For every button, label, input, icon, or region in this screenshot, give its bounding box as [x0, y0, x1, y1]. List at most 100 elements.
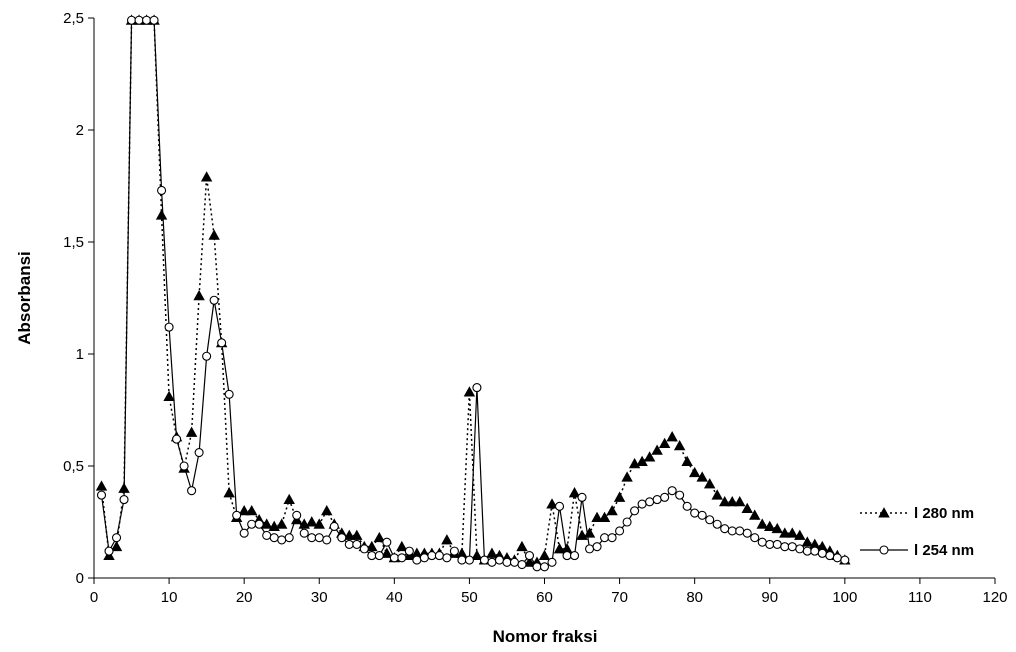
data-point	[134, 15, 144, 25]
data-point	[164, 322, 174, 332]
data-point	[464, 555, 474, 565]
series-254nm	[96, 15, 850, 572]
data-point	[742, 528, 752, 538]
data-point	[351, 529, 363, 540]
data-point	[682, 501, 692, 511]
data-point	[660, 492, 670, 502]
data-point	[260, 518, 273, 529]
data-point	[155, 209, 168, 220]
x-tick-label: 120	[982, 589, 1007, 606]
data-point	[245, 504, 258, 516]
data-point	[344, 539, 354, 549]
data-point	[667, 486, 677, 496]
data-point	[703, 478, 716, 489]
data-point	[569, 551, 580, 561]
data-point	[374, 551, 384, 561]
y-tick-label: 1,5	[63, 234, 84, 251]
data-point	[832, 553, 842, 563]
data-point	[217, 338, 227, 348]
data-point	[284, 533, 294, 543]
data-point	[209, 295, 219, 305]
data-point	[712, 519, 722, 529]
data-point	[157, 185, 167, 196]
data-point	[643, 451, 656, 462]
data-point	[771, 522, 783, 534]
x-tick-label: 0	[90, 589, 98, 606]
data-point	[111, 533, 122, 543]
data-point	[479, 555, 489, 565]
data-point	[472, 383, 482, 393]
data-point	[471, 549, 483, 561]
data-point	[441, 534, 453, 545]
data-point	[562, 551, 572, 561]
data-point	[681, 455, 693, 466]
data-point	[577, 492, 587, 502]
data-point	[734, 496, 746, 507]
data-point	[630, 506, 640, 516]
data-point	[825, 551, 835, 561]
data-point	[343, 529, 355, 540]
data-point	[104, 546, 114, 556]
data-point	[254, 519, 264, 529]
data-point	[322, 535, 332, 545]
data-point	[726, 496, 738, 507]
data-point	[275, 518, 288, 529]
y-tick-label: 2,5	[63, 10, 84, 27]
y-tick-label: 0	[76, 570, 84, 587]
data-point	[705, 515, 715, 525]
data-point	[292, 510, 302, 520]
data-point	[404, 546, 414, 556]
data-point	[262, 530, 272, 540]
data-point	[532, 562, 542, 572]
data-point	[675, 490, 685, 500]
data-point	[449, 546, 459, 556]
data-point	[163, 390, 175, 402]
data-point	[427, 551, 437, 561]
data-point	[690, 508, 700, 518]
x-tick-label: 90	[761, 589, 778, 606]
x-tick-label: 70	[611, 589, 628, 606]
data-point	[750, 533, 760, 543]
data-point	[757, 537, 767, 547]
data-point	[110, 540, 123, 552]
data-point	[208, 229, 220, 240]
data-point	[283, 493, 295, 505]
data-point	[523, 556, 536, 567]
data-point	[584, 544, 595, 554]
data-point	[463, 386, 476, 397]
data-point	[306, 516, 318, 527]
data-point	[487, 557, 497, 567]
data-point	[553, 543, 566, 554]
data-point	[591, 511, 603, 522]
data-point	[666, 431, 678, 442]
x-tick-label: 50	[461, 589, 478, 606]
series-layer	[95, 14, 851, 572]
data-point	[509, 557, 520, 567]
data-point	[516, 540, 528, 552]
data-point	[568, 487, 581, 498]
data-point	[658, 437, 671, 449]
data-point	[794, 529, 806, 540]
data-point	[765, 539, 775, 549]
legend-item-280nm: l 280 nm	[860, 505, 974, 522]
data-point	[652, 495, 662, 505]
data-point	[718, 496, 731, 507]
x-axis-title: Nomor fraksi	[493, 627, 598, 646]
series-line	[100, 19, 846, 568]
data-point	[389, 553, 399, 563]
data-point	[223, 487, 235, 498]
data-point	[538, 549, 551, 561]
data-point	[749, 509, 761, 520]
data-point	[359, 544, 369, 554]
data-point	[720, 524, 730, 534]
legend-marker	[878, 507, 890, 518]
data-point	[772, 539, 782, 549]
data-point	[187, 486, 197, 496]
data-point	[786, 527, 798, 538]
data-point	[96, 490, 107, 500]
data-point	[801, 536, 814, 547]
data-point	[840, 555, 850, 565]
data-point	[373, 531, 386, 543]
data-point	[524, 551, 535, 561]
x-tick-label: 10	[161, 589, 178, 606]
